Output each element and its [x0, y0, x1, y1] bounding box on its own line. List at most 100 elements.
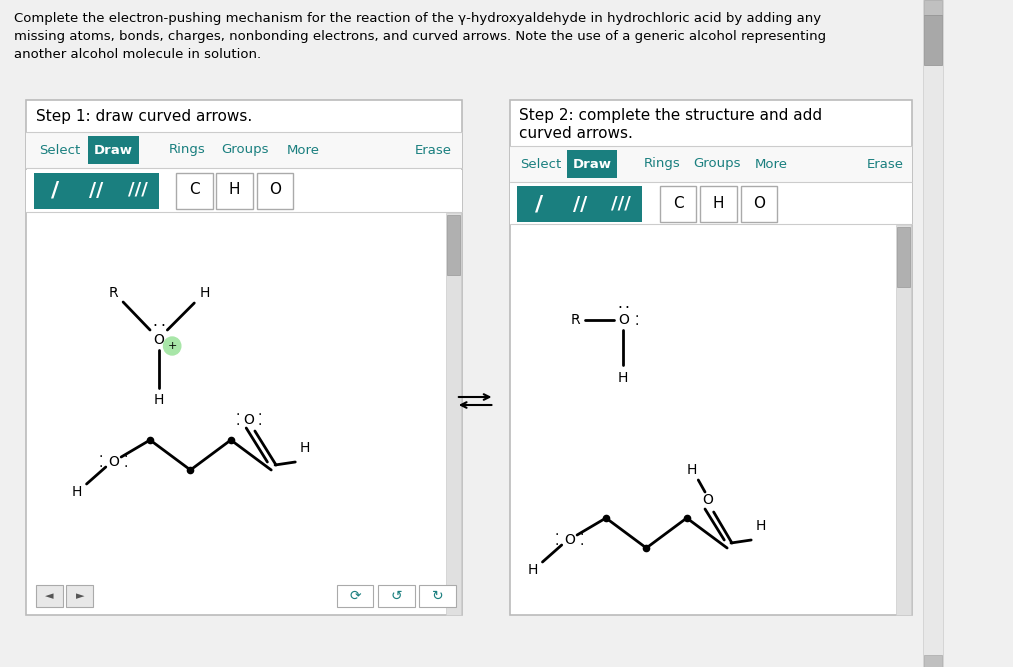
Bar [924, 655, 942, 667]
Text: ·: · [99, 450, 103, 464]
Text: O: O [753, 197, 765, 211]
Text: Draw: Draw [573, 157, 612, 171]
Bar [897, 225, 911, 615]
Bar [448, 215, 460, 275]
Text: +: + [167, 341, 177, 351]
Text: Rings: Rings [643, 157, 680, 171]
Text: Complete the electron-pushing mechanism for the reaction of the γ-hydroxyaldehyd: Complete the electron-pushing mechanism … [14, 12, 822, 25]
Text: Rings: Rings [169, 143, 206, 157]
Text: Erase: Erase [866, 157, 904, 171]
Text: ·: · [617, 301, 622, 315]
Text: Erase: Erase [414, 143, 452, 157]
Bar [518, 186, 642, 222]
Text: H: H [300, 441, 310, 455]
Text: ⟳: ⟳ [349, 589, 361, 603]
Text: ·: · [579, 538, 585, 552]
Text: R: R [108, 286, 119, 300]
Bar [378, 585, 414, 607]
Text: ·: · [124, 450, 129, 464]
Text: Step 2: complete the structure and add: Step 2: complete the structure and add [520, 108, 823, 123]
Text: ///: /// [128, 181, 148, 199]
Text: /: / [535, 194, 543, 214]
Text: ►: ► [76, 591, 84, 601]
Text: ·: · [99, 460, 103, 474]
Bar [336, 585, 373, 607]
Text: O: O [269, 183, 281, 197]
Text: Select: Select [520, 157, 561, 171]
Text: ·: · [235, 418, 240, 432]
Bar [35, 585, 63, 607]
Text: ·: · [555, 528, 559, 542]
Text: //: // [89, 181, 103, 199]
Text: Step 1: draw curved arrows.: Step 1: draw curved arrows. [35, 109, 252, 123]
Text: R: R [570, 313, 580, 327]
Text: ◄: ◄ [45, 591, 54, 601]
Text: H: H [687, 463, 697, 477]
Text: O: O [564, 533, 574, 547]
Bar [924, 0, 942, 15]
Bar [419, 585, 456, 607]
Bar [257, 173, 294, 209]
Bar [510, 100, 912, 615]
Bar [924, 15, 942, 65]
Text: ·: · [152, 319, 157, 334]
Bar [67, 585, 93, 607]
Text: missing atoms, bonds, charges, nonbonding electrons, and curved arrows. Note the: missing atoms, bonds, charges, nonbondin… [14, 30, 827, 43]
Text: ·: · [160, 319, 165, 334]
Text: ·: · [579, 528, 585, 542]
Text: another alcohol molecule in solution.: another alcohol molecule in solution. [14, 48, 261, 61]
Text: More: More [755, 157, 788, 171]
Bar [26, 170, 462, 212]
Bar [217, 173, 253, 209]
Bar [510, 183, 912, 225]
Text: H: H [528, 563, 538, 577]
Text: More: More [287, 143, 319, 157]
Text: O: O [618, 313, 629, 327]
Bar [176, 173, 213, 209]
Text: H: H [200, 286, 210, 300]
Text: ·: · [257, 418, 262, 432]
Text: H: H [713, 197, 724, 211]
Text: C: C [189, 183, 200, 197]
Bar [33, 173, 159, 209]
Text: ///: /// [612, 195, 631, 213]
Bar [26, 100, 462, 615]
Text: C: C [673, 197, 684, 211]
Text: /: / [51, 180, 59, 200]
Bar [741, 186, 777, 222]
Text: ·: · [634, 310, 639, 324]
Bar [659, 186, 696, 222]
Text: ↻: ↻ [432, 589, 444, 603]
Text: ↺: ↺ [390, 589, 402, 603]
Text: Groups: Groups [693, 157, 741, 171]
Bar [88, 136, 139, 164]
Text: ·: · [235, 408, 240, 422]
Text: Draw: Draw [94, 143, 133, 157]
Text: Select: Select [40, 143, 80, 157]
Bar [923, 0, 942, 667]
Circle shape [163, 337, 181, 355]
Text: ·: · [625, 301, 629, 315]
Text: Groups: Groups [222, 143, 269, 157]
Bar [26, 133, 462, 169]
Text: curved arrows.: curved arrows. [520, 126, 633, 141]
Text: ·: · [555, 538, 559, 552]
Text: H: H [154, 393, 164, 407]
Text: H: H [72, 485, 82, 499]
Bar [447, 213, 461, 615]
Text: O: O [153, 333, 164, 347]
Text: O: O [244, 413, 254, 427]
Text: ·: · [634, 318, 639, 332]
Text: ·: · [124, 460, 129, 474]
Bar [510, 147, 912, 183]
Text: H: H [229, 183, 240, 197]
Text: H: H [756, 519, 766, 533]
Text: O: O [702, 493, 713, 507]
Text: ·: · [257, 408, 262, 422]
Text: H: H [618, 371, 628, 385]
Bar [567, 150, 618, 178]
Text: //: // [573, 195, 588, 213]
Text: O: O [108, 455, 119, 469]
Bar [898, 227, 910, 287]
Bar [700, 186, 736, 222]
